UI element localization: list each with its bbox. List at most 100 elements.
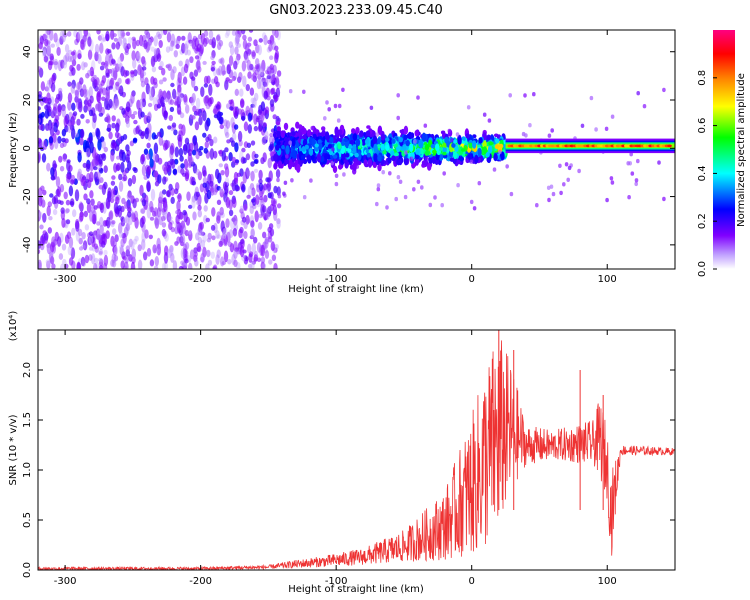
heatmap-cell <box>119 52 125 62</box>
heatmap-cell <box>63 32 68 38</box>
heatmap-cell <box>76 82 81 90</box>
heatmap-cell <box>546 185 551 190</box>
heatmap-cell <box>101 233 106 245</box>
heatmap-cell <box>48 251 54 263</box>
heatmap-cell <box>168 114 173 122</box>
heatmap-cell <box>492 167 497 172</box>
heatmap-cell <box>158 135 163 146</box>
heatmap-cell <box>221 150 226 162</box>
heatmap-cell <box>233 124 239 130</box>
heatmap-cell <box>153 134 158 140</box>
heatmap-cell <box>81 244 86 249</box>
heatmap-cell <box>375 132 380 137</box>
heatmap-cell <box>500 151 505 161</box>
heatmap-cell <box>254 64 260 70</box>
heatmap-cell <box>396 115 401 121</box>
heatmap-cell <box>149 36 154 43</box>
heatmap-cell <box>276 70 282 77</box>
heatmap-cell <box>206 189 212 200</box>
heatmap-cell <box>234 142 239 153</box>
heatmap-cell <box>200 86 205 98</box>
heatmap-cell <box>170 82 175 88</box>
heatmap-cell <box>532 92 536 97</box>
heatmap-cell <box>276 141 281 146</box>
heatmap-cell <box>265 177 270 183</box>
heatmap-cell <box>44 38 49 47</box>
heatmap-cell <box>49 30 54 41</box>
heatmap-cell <box>89 171 94 183</box>
heatmap-cell <box>79 211 84 222</box>
heatmap-cell <box>149 95 154 101</box>
heatmap-cell <box>54 97 60 104</box>
heatmap-cell <box>250 97 255 104</box>
heatmap-cell <box>99 65 105 71</box>
heatmap-cell <box>180 247 186 259</box>
heatmap-cell <box>170 196 175 204</box>
heatmap-cell <box>208 83 213 96</box>
heatmap-cell <box>99 258 104 267</box>
heatmap-cell <box>216 101 221 112</box>
heatmap-cell <box>412 187 416 192</box>
heatmap-cell <box>40 185 45 192</box>
heatmap-cell <box>121 151 127 163</box>
heatmap-cell <box>84 254 90 264</box>
heatmap-cell <box>60 207 65 214</box>
heatmap-cell <box>183 143 188 156</box>
heatmap-cell <box>242 39 248 50</box>
heatmap-cell <box>486 134 491 141</box>
heatmap-cell <box>300 154 306 161</box>
figure-title: GN03.2023.233.09.45.C40 <box>269 3 443 18</box>
heatmap-cell <box>257 109 263 115</box>
heatmap-cell <box>202 165 207 176</box>
heatmap-cell <box>79 77 84 85</box>
heatmap-cell <box>403 134 408 141</box>
heatmap-cell <box>256 79 262 90</box>
heatmap-cell <box>268 43 273 52</box>
heatmap-cell <box>149 259 155 267</box>
heatmap-cell <box>314 143 319 148</box>
heatmap-cell <box>270 75 275 83</box>
heatmap-cell <box>136 51 141 60</box>
heatmap-cell <box>52 209 58 216</box>
heatmap-cell <box>46 45 51 57</box>
heatmap-cell <box>38 195 43 207</box>
heatmap-cell <box>193 141 199 152</box>
heatmap-cell <box>228 209 234 217</box>
heatmap-cell <box>111 42 116 50</box>
heatmap-cell <box>150 86 156 98</box>
heatmap-cell <box>193 69 199 77</box>
heatmap-cell <box>456 183 460 188</box>
heatmap-cell <box>466 105 471 110</box>
heatmap-cell <box>67 100 72 111</box>
heatmap-cell <box>291 131 296 136</box>
heatmap-cell <box>131 36 136 41</box>
heatmap-cell <box>604 126 609 131</box>
heatmap-cell <box>38 124 43 131</box>
heatmap-cell <box>283 122 289 131</box>
heatmap-cell <box>174 146 179 158</box>
heatmap-cell <box>447 128 452 134</box>
spectrogram-y-tick-label: 40 <box>22 45 33 58</box>
heatmap-cell <box>158 65 163 71</box>
heatmap-cell <box>487 118 492 123</box>
heatmap-cell <box>251 74 256 81</box>
heatmap-cell <box>255 44 260 54</box>
heatmap-cell <box>124 201 129 210</box>
heatmap-cell <box>304 144 309 150</box>
heatmap-cell <box>169 44 174 52</box>
heatmap-cell <box>42 189 47 196</box>
heatmap-cell <box>177 110 182 115</box>
heatmap-cell <box>239 226 244 234</box>
heatmap-cell <box>577 168 581 174</box>
spectrogram-x-ticks: -300 -200 -100 0 100 <box>54 30 617 285</box>
heatmap-cell <box>276 130 281 138</box>
heatmap-cell <box>275 121 281 126</box>
heatmap-cell <box>116 64 122 71</box>
heatmap-cell <box>274 52 279 64</box>
heatmap-cell <box>246 194 251 199</box>
heatmap-cell <box>56 186 62 198</box>
heatmap-cell <box>81 61 86 71</box>
heatmap-cell <box>355 138 361 147</box>
heatmap-cell <box>302 89 306 95</box>
heatmap-cell <box>359 130 364 138</box>
